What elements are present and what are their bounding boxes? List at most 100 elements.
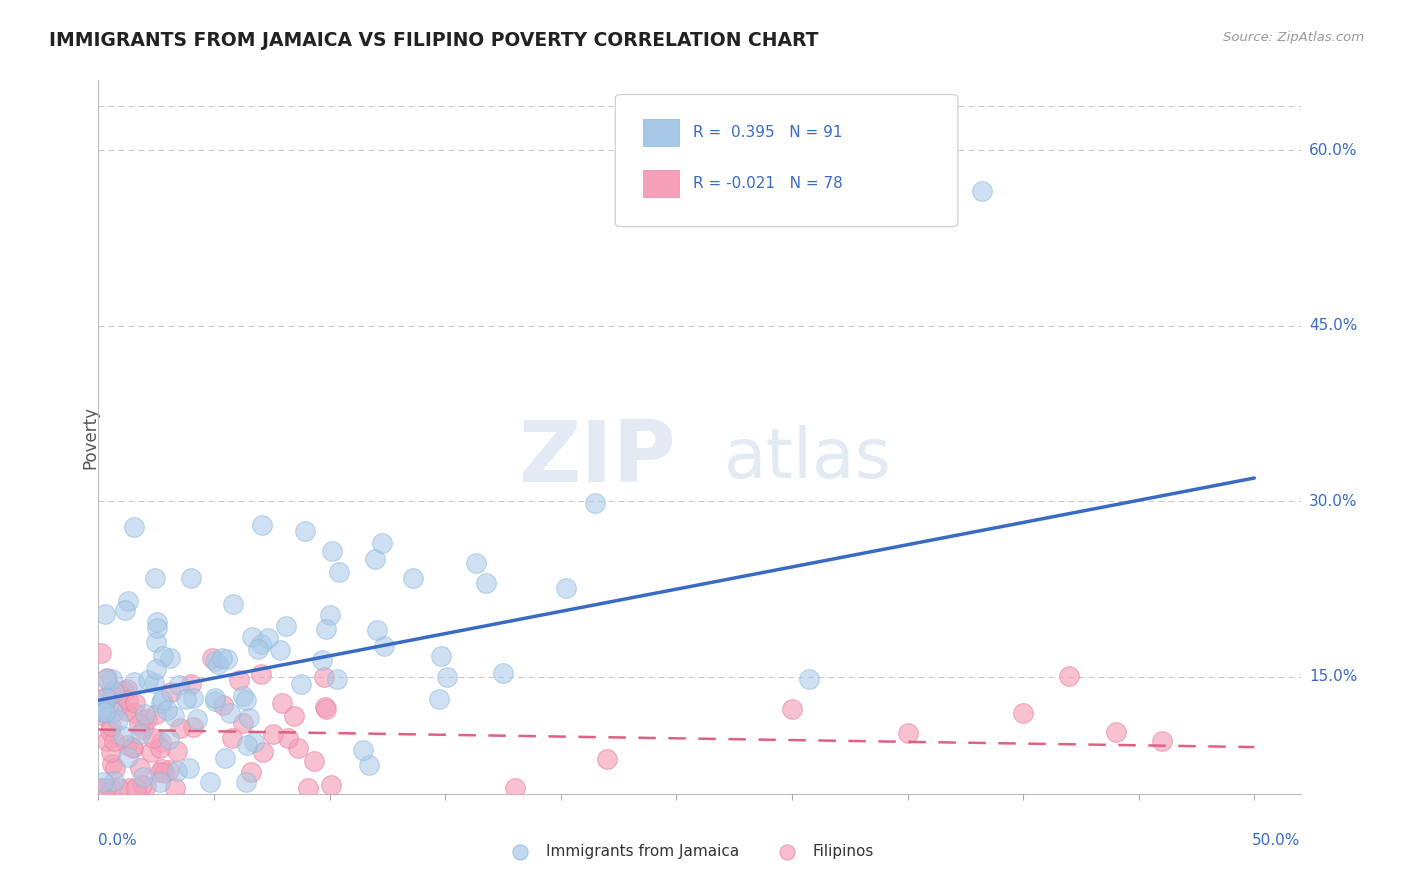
Point (112, 729, 135, 743)
Point (136, 673, 159, 687)
Point (180, 677, 202, 691)
Point (294, 524, 316, 538)
Point (169, 721, 191, 735)
Point (207, 657, 229, 672)
Point (235, 693, 257, 707)
Point (160, 685, 183, 699)
Point (238, 711, 260, 725)
Point (799, 672, 821, 686)
Point (436, 671, 458, 685)
Point (107, 699, 129, 714)
Point (232, 689, 254, 703)
Point (250, 518, 273, 533)
Point (290, 676, 312, 690)
Point (149, 775, 172, 789)
Point (274, 618, 297, 632)
Point (115, 682, 138, 697)
Point (107, 713, 129, 727)
Point (252, 745, 274, 759)
Point (283, 708, 305, 723)
Point (117, 594, 139, 608)
Point (402, 571, 425, 585)
Point (228, 673, 250, 687)
Point (115, 738, 138, 752)
Point (98, 723, 121, 738)
Point (464, 556, 486, 570)
Point (90, 702, 112, 716)
Point (167, 678, 190, 692)
Point (125, 780, 148, 795)
Point (181, 720, 204, 734)
Point (287, 741, 309, 756)
Point (427, 692, 450, 706)
Point (128, 727, 150, 741)
Point (204, 690, 226, 705)
Point (942, 793, 965, 807)
Point (146, 621, 169, 635)
Point (263, 727, 285, 741)
Point (1104, 725, 1126, 739)
Point (121, 739, 143, 754)
Point (101, 673, 124, 687)
Point (150, 762, 173, 776)
Point (149, 734, 172, 748)
Point (243, 735, 266, 749)
Text: 30.0%: 30.0% (1309, 494, 1357, 509)
Point (141, 745, 163, 759)
Point (373, 640, 395, 654)
Point (128, 717, 150, 731)
Point (315, 702, 337, 716)
Point (181, 690, 204, 705)
Point (204, 693, 226, 707)
Point (145, 662, 167, 676)
Point (159, 651, 181, 665)
Point (474, 576, 496, 591)
Point (124, 696, 146, 710)
Point (583, 496, 606, 510)
Point (94, 780, 117, 795)
Point (90, 780, 112, 795)
Text: 15.0%: 15.0% (1309, 669, 1357, 684)
Point (211, 650, 233, 665)
Text: 50.0%: 50.0% (1253, 833, 1301, 848)
Point (149, 740, 172, 755)
Point (201, 651, 224, 665)
Point (166, 764, 188, 779)
Point (103, 774, 125, 789)
Point (232, 715, 254, 730)
Point (198, 775, 221, 789)
Text: 45.0%: 45.0% (1309, 318, 1357, 334)
Point (157, 731, 180, 746)
Point (108, 780, 131, 795)
Point (149, 765, 172, 780)
Point (204, 654, 226, 668)
Point (91, 775, 114, 789)
Point (153, 766, 176, 780)
Point (152, 648, 174, 663)
Point (364, 552, 387, 566)
Point (780, 702, 803, 716)
Point (214, 751, 236, 765)
FancyBboxPatch shape (643, 170, 679, 197)
Point (326, 672, 349, 686)
Point (100, 757, 122, 772)
Point (93, 700, 115, 714)
Point (96, 671, 118, 685)
Point (103, 685, 125, 699)
Point (1012, 706, 1035, 720)
Point (104, 761, 127, 775)
Point (100, 688, 122, 702)
Text: R =  0.395   N = 91: R = 0.395 N = 91 (693, 125, 844, 140)
Text: 60.0%: 60.0% (1309, 143, 1357, 158)
Point (118, 780, 141, 795)
Point (257, 631, 280, 645)
Text: ZIP: ZIP (517, 417, 675, 500)
Point (328, 566, 350, 580)
Point (134, 706, 156, 721)
Point (132, 722, 155, 736)
Text: IMMIGRANTS FROM JAMAICA VS FILIPINO POVERTY CORRELATION CHART: IMMIGRANTS FROM JAMAICA VS FILIPINO POVE… (49, 31, 818, 50)
Point (94, 607, 117, 622)
Point (314, 699, 336, 714)
Point (143, 571, 166, 585)
Point (149, 696, 172, 710)
